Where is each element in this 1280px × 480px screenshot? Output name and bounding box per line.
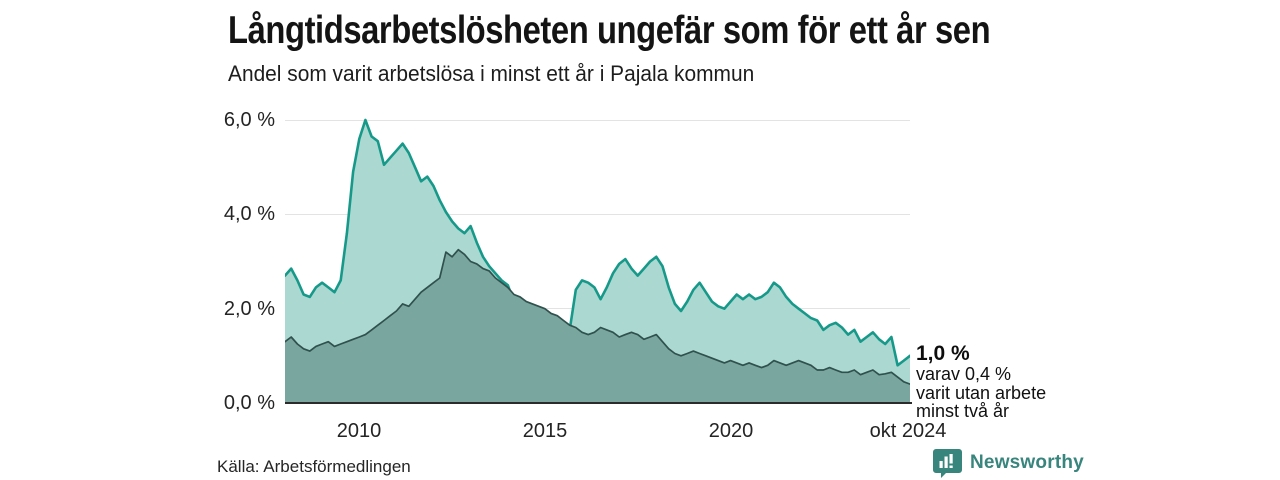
y-tick-label: 4,0 % [223,203,275,225]
newsworthy-logo: Newsworthy [933,448,1084,478]
source-credit: Källa: Arbetsförmedlingen [217,457,411,476]
annotation-line-3: minst två år [916,401,1010,421]
area-two-years [285,249,910,403]
y-tick-label: 0,0 % [223,392,275,414]
x-tick-label: 2020 [708,420,754,442]
end-value-total: 1,0 % [916,342,970,365]
x-tick-label: 2010 [336,420,382,442]
x-tick-label: okt 2024 [869,420,947,442]
chart-svg [285,118,910,403]
x-axis-line [285,402,912,404]
y-tick-label: 6,0 % [223,109,275,131]
line-two-years [285,248,910,385]
gridline-6 [285,120,910,121]
chart-subtitle: Andel som varit arbetslösa i minst ett å… [228,61,755,86]
page-title: Långtidsarbetslösheten ungefär som för e… [228,9,991,52]
x-tick-label: 2015 [522,420,568,442]
annotation-line-1: varav 0,4 % [916,364,1012,384]
gridline-4 [285,214,910,215]
newsworthy-bar-chart-icon [933,449,962,478]
line-total [285,118,910,367]
annotation-line-2: varit utan arbete [916,382,1047,403]
end-value-annotation: 1,0 % varav 0,4 % varit utan arbete mins… [916,343,1046,421]
y-tick-label: 2,0 % [223,298,275,320]
brand-name: Newsworthy [970,452,1084,473]
